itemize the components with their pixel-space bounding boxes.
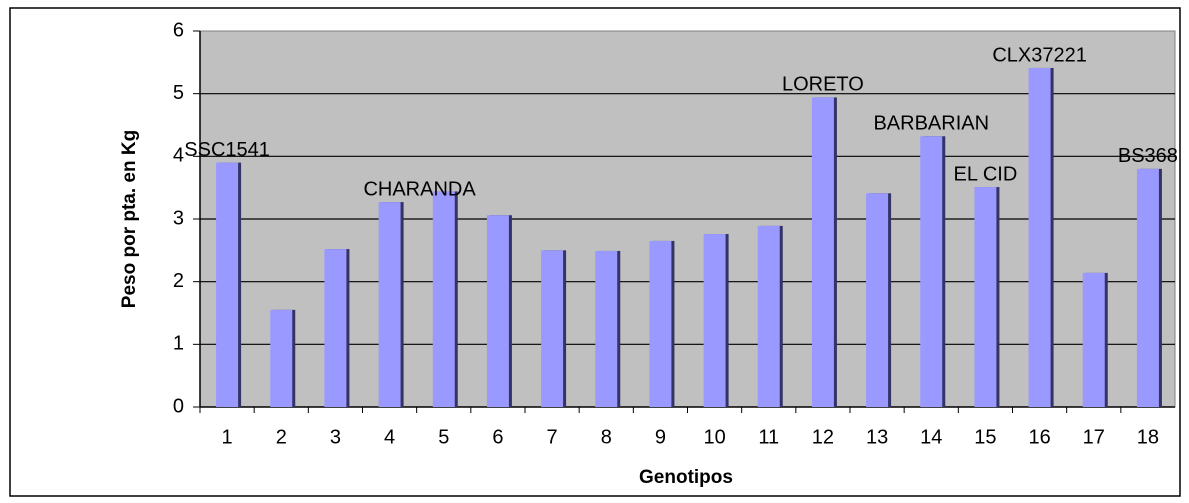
x-tick-label: 4 — [384, 426, 395, 448]
bar — [486, 215, 509, 407]
bar — [1028, 67, 1051, 408]
bar — [974, 187, 997, 407]
annotation: LORETO — [782, 74, 864, 96]
x-tick-label: 10 — [703, 426, 725, 448]
x-axis-label: Genotipos — [639, 467, 733, 488]
x-tick-label: 11 — [758, 426, 779, 448]
bar — [378, 202, 401, 407]
y-tick-label: 3 — [173, 207, 184, 229]
x-tick-label: 9 — [655, 426, 666, 448]
y-tick-label: 5 — [173, 82, 184, 104]
y-tick-label: 1 — [173, 333, 184, 355]
annotation: BS368 — [1118, 145, 1178, 167]
bar — [757, 225, 780, 407]
bar — [920, 136, 943, 407]
y-tick-label: 4 — [173, 145, 184, 167]
bar — [866, 193, 889, 407]
x-tick-label: 6 — [492, 426, 503, 448]
x-tick-label: 8 — [601, 426, 612, 448]
x-tick-label: 18 — [1137, 426, 1159, 448]
y-tick-label: 0 — [173, 395, 184, 417]
y-tick-label: 6 — [173, 19, 184, 41]
y-axis-label: Peso por pta. en Kg — [119, 130, 140, 308]
bar — [649, 240, 672, 407]
x-tick-label: 14 — [920, 426, 942, 448]
bar — [811, 97, 834, 407]
bar — [595, 250, 618, 407]
bar — [541, 250, 564, 407]
bar — [703, 234, 726, 407]
x-tick-label: 17 — [1083, 426, 1105, 448]
bar — [1082, 272, 1105, 407]
x-tick-label: 3 — [330, 426, 341, 448]
x-tick-label: 13 — [866, 426, 888, 448]
x-tick-label: 7 — [547, 426, 558, 448]
y-tick-label: 2 — [173, 270, 184, 292]
annotation: BARBARIAN — [873, 113, 989, 135]
bar — [216, 162, 239, 407]
x-tick-label: 15 — [974, 426, 996, 448]
bar — [1136, 168, 1159, 407]
x-tick-label: 1 — [222, 426, 233, 448]
x-tick-label: 16 — [1028, 426, 1050, 448]
annotation: CLX37221 — [992, 44, 1087, 66]
x-tick-label: 5 — [438, 426, 449, 448]
bar — [324, 249, 347, 407]
bar — [432, 191, 455, 407]
bar — [270, 309, 293, 407]
annotation: EL CID — [954, 163, 1018, 185]
x-tick-label: 12 — [812, 426, 834, 448]
x-tick-label: 2 — [276, 426, 287, 448]
annotation: SSC1541 — [184, 139, 270, 161]
annotation: CHARANDA — [363, 178, 476, 200]
